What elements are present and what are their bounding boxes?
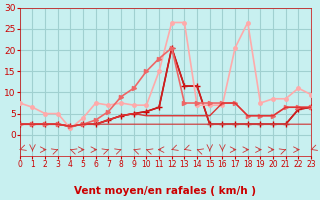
X-axis label: Vent moyen/en rafales ( km/h ): Vent moyen/en rafales ( km/h ) bbox=[75, 186, 256, 196]
